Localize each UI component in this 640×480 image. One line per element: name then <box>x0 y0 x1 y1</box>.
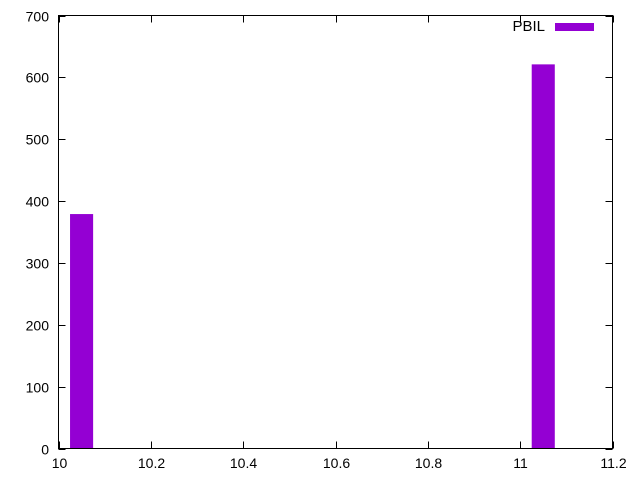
y-tick-label-5: 500 <box>26 132 50 148</box>
legend: PBIL <box>512 18 594 35</box>
x-tick-label-4: 10.8 <box>415 455 442 471</box>
y-tick-label-0: 0 <box>41 442 49 458</box>
y-tick-label-1: 100 <box>26 380 50 396</box>
legend-swatch-pbil <box>555 23 594 31</box>
y-tick-label-2: 200 <box>26 318 50 334</box>
bar-0-0 <box>70 214 94 449</box>
bars-layer <box>70 64 555 449</box>
x-tick-label-2: 10.4 <box>230 455 257 471</box>
plot-frame <box>58 15 613 449</box>
y-tick-label-7: 700 <box>26 9 50 25</box>
x-tick-label-0: 10 <box>52 455 68 471</box>
x-tick-label-1: 10.2 <box>138 455 165 471</box>
x-tick-label-5: 11 <box>513 455 528 471</box>
bar-0-1 <box>531 64 555 449</box>
legend-label-pbil: PBIL <box>512 18 545 35</box>
y-tick-label-4: 400 <box>26 194 50 210</box>
y-tick-label-6: 600 <box>26 70 50 86</box>
x-tick-label-3: 10.6 <box>323 455 350 471</box>
ticks-layer: 0 100 200 300 400 500 600 700 10 10.2 10.4 10.6 10.8… <box>26 9 627 472</box>
x-tick-label-6: 11.2 <box>600 455 626 471</box>
y-tick-label-3: 300 <box>26 256 50 272</box>
